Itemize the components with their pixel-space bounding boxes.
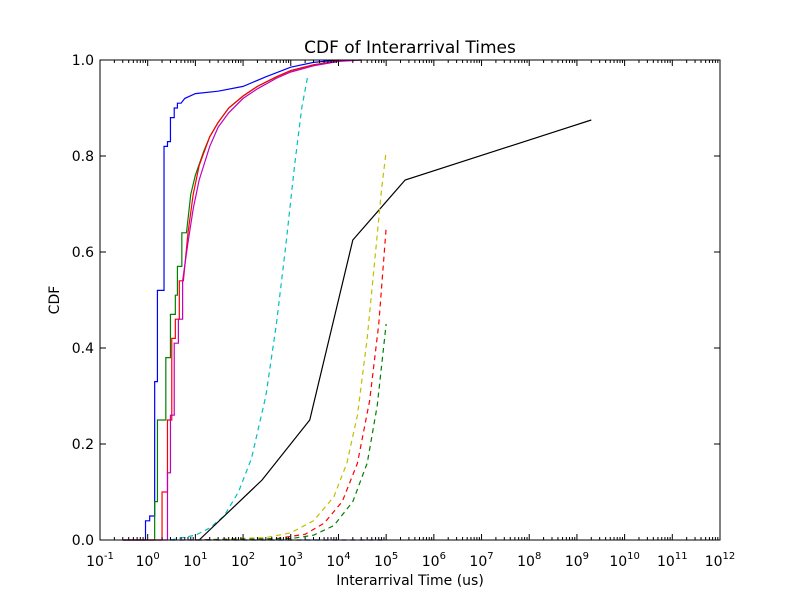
- y-tick-label: 0.2: [72, 437, 94, 453]
- series-line-5: [170, 74, 309, 541]
- x-tick-label: 101: [183, 551, 207, 570]
- series-line-3: [122, 59, 362, 541]
- x-tick-label: 1011: [657, 551, 688, 570]
- x-tick-label: 108: [517, 551, 541, 570]
- x-tick-label: 105: [374, 551, 398, 570]
- series-line-1: [122, 59, 339, 541]
- y-tick-label: 0.4: [72, 341, 94, 357]
- series-line-7: [195, 151, 387, 541]
- series-group: [122, 59, 592, 541]
- series-line-4: [122, 59, 362, 541]
- x-tick-label: 109: [565, 551, 589, 570]
- axes-frame: [99, 59, 721, 541]
- x-tick-label: 103: [279, 551, 303, 570]
- x-tick-label: 102: [231, 551, 255, 570]
- x-tick-label: 1010: [609, 551, 640, 570]
- x-tick-label: 104: [326, 551, 350, 570]
- y-axis-label: CDF: [47, 286, 63, 315]
- x-axis: 10-1 100 101 102 103 104 105 106 107 108 109 1010 10…: [86, 60, 735, 570]
- series-line-6: [198, 119, 592, 541]
- x-tick-label: 106: [422, 551, 446, 570]
- y-tick-label: 1.0: [72, 53, 94, 69]
- y-tick-label: 0.6: [72, 245, 94, 261]
- y-axis: 0.0 0.2 0.4 0.6 0.8 1.0: [72, 53, 720, 549]
- y-tick-label: 0.0: [72, 533, 94, 549]
- x-axis-label: Interarrival Time (us): [336, 573, 484, 589]
- x-tick-label: 10-1: [86, 551, 114, 570]
- x-tick-label: 107: [469, 551, 493, 570]
- y-tick-label: 0.8: [72, 149, 94, 165]
- chart-title: CDF of Interarrival Times: [304, 38, 516, 58]
- x-tick-label: 1012: [705, 551, 736, 570]
- series-line-9: [195, 323, 387, 541]
- x-tick-label: 100: [136, 551, 160, 570]
